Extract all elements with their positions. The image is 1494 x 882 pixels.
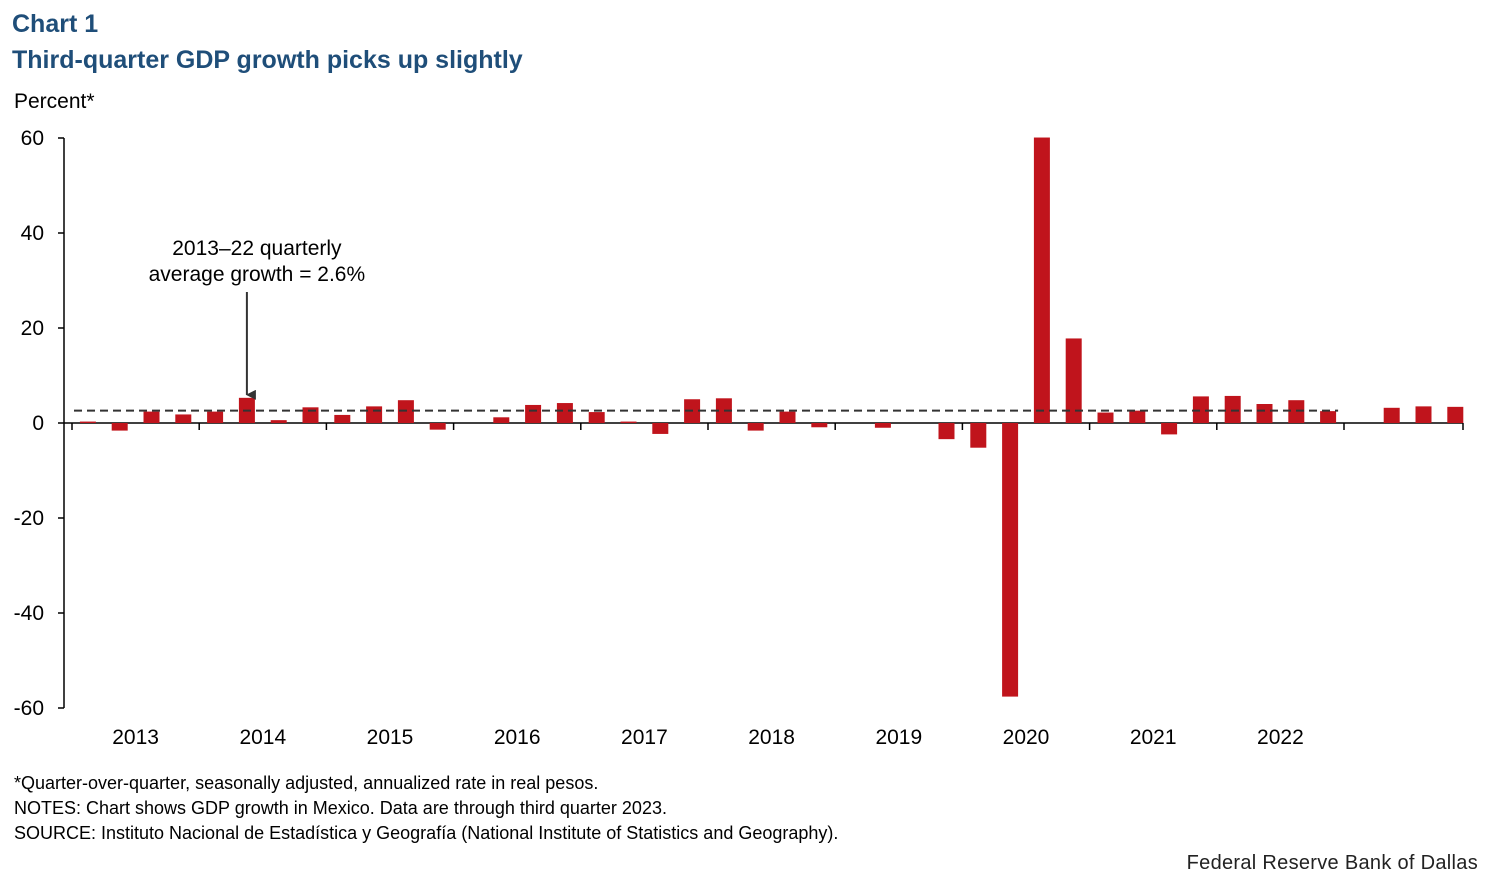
y-tick-label: 40 [21, 222, 44, 245]
bar-2021Q4 [1192, 396, 1209, 423]
annotation-line-2: average growth = 2.6% [149, 263, 366, 286]
bar-2023Q3 [1415, 406, 1432, 423]
bar-undefined [1447, 406, 1464, 423]
bar-2015Q1 [334, 414, 351, 423]
y-axis: 60 40 20 0 -20 -40 -60 [14, 127, 65, 720]
footnote: *Quarter-over-quarter, seasonally adjust… [14, 773, 599, 793]
bar-2016Q3 [525, 404, 542, 423]
bars [79, 137, 1464, 697]
bar-2021Q3 [1161, 423, 1178, 435]
bar-2014Q3 [270, 420, 287, 423]
notes-text: NOTES: Chart shows GDP growth in Mexico.… [14, 798, 667, 818]
x-tick-label: 2019 [875, 726, 922, 749]
bar-2023Q2 [1383, 407, 1400, 423]
chart-number: Chart 1 [12, 10, 99, 38]
annotation-line-1: 2013–22 quarterly [172, 237, 342, 260]
bar-2022Q1 [1224, 395, 1241, 423]
x-tick-label: 2013 [112, 726, 159, 749]
bar-2015Q4 [429, 423, 446, 430]
bar-2015Q2 [366, 406, 383, 423]
x-tick-label: 2015 [367, 726, 414, 749]
bar-2019Q4 [938, 423, 955, 440]
bar-2018Q4 [811, 423, 828, 428]
credit-text: Federal Reserve Bank of Dallas [1186, 852, 1478, 874]
x-tick-label: 2021 [1130, 726, 1177, 749]
y-axis-label: Percent* [14, 90, 95, 113]
y-tick-label: -40 [14, 602, 44, 625]
y-tick-label: 0 [32, 412, 44, 435]
bar-2020Q1 [970, 423, 987, 448]
bar-2016Q2 [493, 417, 510, 423]
x-tick-label: 2018 [748, 726, 795, 749]
bar-2020Q2 [1002, 423, 1019, 697]
bar-2018Q3 [779, 411, 796, 423]
bar-2017Q2 [620, 421, 637, 423]
bar-2020Q4 [1065, 338, 1082, 423]
chart-title: Third-quarter GDP growth picks up slight… [12, 46, 523, 74]
bar-2017Q1 [588, 412, 605, 423]
bar-2013Q2 [111, 423, 128, 431]
bar-2017Q3 [652, 423, 669, 434]
y-tick-label: -60 [14, 697, 44, 720]
x-axis: 2013 2014 2015 2016 2017 2018 2019 2020 2021 2022 [64, 422, 1464, 749]
x-tick-label: 2014 [239, 726, 286, 749]
x-tick-label: 2022 [1257, 726, 1304, 749]
bar-2016Q4 [556, 403, 573, 423]
bar-2013Q1 [79, 421, 96, 423]
bar-2022Q2 [1256, 404, 1273, 423]
x-tick-label: 2016 [494, 726, 541, 749]
y-tick-label: -20 [14, 507, 44, 530]
annotation: 2013–22 quarterly average growth = 2.6% [149, 237, 366, 400]
x-tick-label: 2017 [621, 726, 668, 749]
bar-2014Q1 [207, 411, 224, 423]
y-tick-label: 60 [21, 127, 44, 150]
bar-2018Q1 [715, 398, 732, 423]
bar-2021Q1 [1097, 412, 1114, 423]
bar-2021Q2 [1129, 410, 1146, 423]
bar-2013Q3 [143, 411, 160, 423]
source-text: SOURCE: Instituto Nacional de Estadístic… [14, 823, 839, 843]
y-tick-label: 20 [21, 317, 44, 340]
bar-2022Q4 [1320, 411, 1337, 423]
bar-2018Q2 [747, 423, 764, 431]
bar-2020Q3 [1033, 137, 1050, 423]
bar-2019Q2 [874, 423, 891, 428]
x-tick-label: 2020 [1003, 726, 1050, 749]
bar-2013Q4 [175, 414, 192, 423]
